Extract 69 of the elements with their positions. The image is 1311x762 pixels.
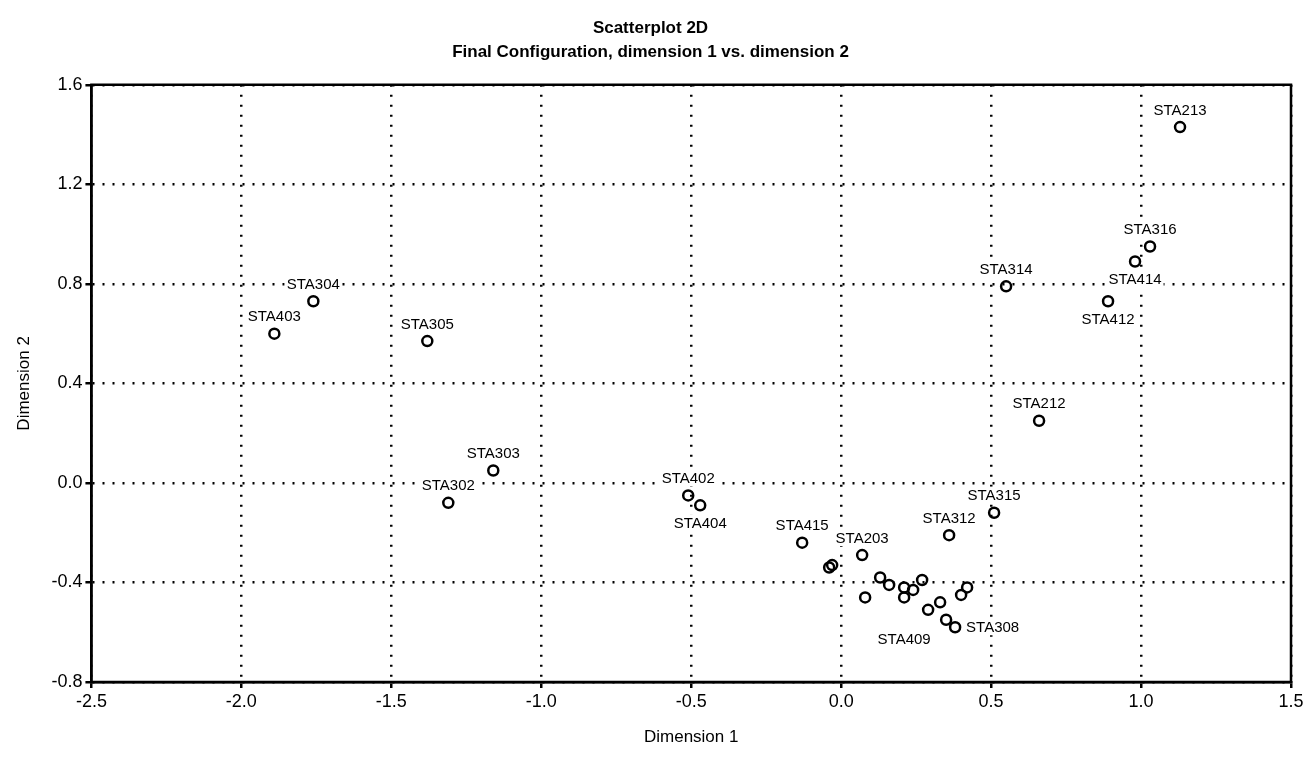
x-tick-label: 0.0 [828,690,854,711]
annotation: STA213 [1153,100,1207,118]
point [307,295,320,308]
y-tick-label: 1.6 [57,73,83,94]
y-axis-title: Dimension 2 [13,336,33,431]
chart-subtitle: Final Configuration, dimension 1 vs. dimension 2 [452,42,849,62]
annotation: STA203 [835,528,889,546]
point [942,528,956,542]
annotation: STA312 [922,508,976,526]
annotation: STA414 [1108,270,1162,288]
point [1143,240,1157,253]
point [873,571,887,584]
x-tick-label: -2.0 [225,690,257,711]
point [960,581,974,594]
x-tick-label: -1.0 [525,690,557,711]
point [795,536,809,549]
point [855,548,869,562]
annotation: STA402 [661,469,715,487]
annotation: STA316 [1123,220,1177,238]
point [268,327,281,340]
annotation: STA303 [466,444,520,462]
annotation: STA304 [286,274,340,292]
point [933,596,947,609]
annotation: STA409 [877,630,931,648]
point [921,603,935,617]
point [442,496,455,510]
x-axis-title: Dimension 1 [643,727,739,747]
point [897,581,911,594]
point [915,573,929,587]
point [939,613,953,627]
point [1128,255,1142,268]
annotation: STA305 [400,314,454,332]
y-tick-label: 0.8 [57,272,83,293]
point [906,583,920,597]
y-tick-label: -0.4 [51,571,83,592]
point [858,591,872,604]
x-tick-label: -1.5 [375,690,407,711]
point [1101,295,1115,308]
point [987,506,1001,520]
y-tick-label: 0.4 [57,372,83,393]
annotation: STA412 [1081,309,1135,327]
x-tick-label: 0.5 [978,690,1004,711]
point [421,334,434,348]
point [897,591,911,604]
annotation: STA314 [979,260,1033,277]
annotation: STA308 [966,617,1020,635]
y-tick-label: 1.2 [57,173,83,194]
annotation: STA403 [247,307,301,325]
annotation: STA315 [967,486,1021,504]
x-tick-label: 1.0 [1128,690,1154,711]
x-tick-label: -2.5 [75,690,107,711]
y-tick-label: -0.8 [51,670,83,691]
annotation: STA415 [775,516,829,534]
annotation: STA302 [421,476,475,494]
point [681,489,695,502]
annotation: STA404 [673,513,727,531]
y-tick-label: 0.0 [57,471,83,492]
point [1173,120,1187,134]
point [882,578,896,592]
x-tick-label: -0.5 [675,690,707,711]
point [948,621,962,634]
annotation: STA212 [1012,394,1066,412]
point [1032,414,1046,427]
x-tick-label: 1.5 [1278,690,1304,711]
point [487,464,500,477]
point [954,588,968,602]
chart-title: Scatterplot 2D [592,17,709,37]
point [999,280,1013,293]
point [693,499,707,512]
